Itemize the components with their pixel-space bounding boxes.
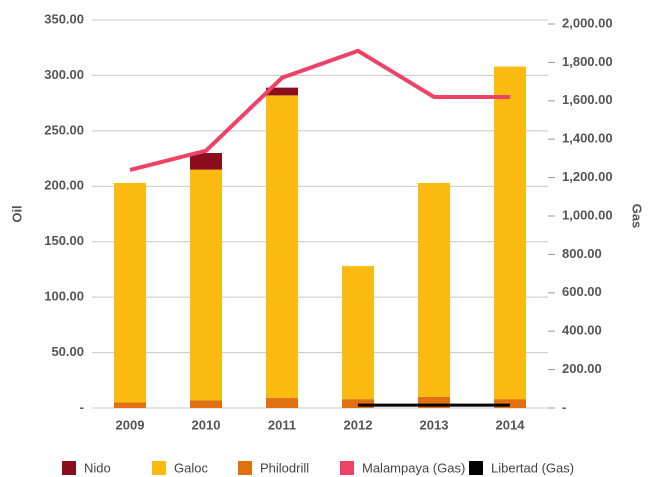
legend-label: Nido bbox=[84, 460, 111, 475]
x-tick-label: 2009 bbox=[116, 417, 145, 432]
bar-segment bbox=[342, 266, 374, 400]
bar-segment bbox=[266, 95, 298, 399]
bar-segment bbox=[190, 153, 222, 170]
y-tick-label: 250.00 bbox=[44, 122, 84, 137]
y2-tick-label: 1,400.00 bbox=[562, 131, 613, 146]
y2-tick-label: 2,000.00 bbox=[562, 15, 613, 30]
y2-tick-label: 800.00 bbox=[562, 246, 602, 261]
bar-segment bbox=[266, 87, 298, 96]
bar-segment bbox=[494, 399, 526, 408]
legend-swatch bbox=[238, 461, 252, 475]
y-axis-label: Oil bbox=[9, 205, 24, 222]
legend-label: Galoc bbox=[174, 460, 208, 475]
y2-tick-label: 600.00 bbox=[562, 284, 602, 299]
x-tick-label: 2012 bbox=[344, 417, 373, 432]
legend-label: Libertad (Gas) bbox=[491, 460, 574, 475]
bar-segment bbox=[494, 66, 526, 400]
y2-tick-label: 200.00 bbox=[562, 361, 602, 376]
x-tick-label: 2014 bbox=[496, 417, 526, 432]
legend-swatch bbox=[62, 461, 76, 475]
legend-swatch bbox=[152, 461, 166, 475]
bar-segment bbox=[418, 182, 450, 397]
bar-segment bbox=[342, 399, 374, 408]
y2-tick-label: 1,200.00 bbox=[562, 169, 613, 184]
bar-segment bbox=[114, 182, 146, 403]
y-tick-label: 300.00 bbox=[44, 67, 84, 82]
y2-tick-label: 1,800.00 bbox=[562, 54, 613, 69]
x-tick-label: 2011 bbox=[268, 417, 296, 432]
y-tick-label: 350.00 bbox=[44, 11, 84, 26]
bar-segment bbox=[190, 169, 222, 401]
y2-tick-label: 400.00 bbox=[562, 323, 602, 338]
bar-segment bbox=[114, 402, 146, 408]
y-tick-label: 200.00 bbox=[44, 178, 84, 193]
y-tick-label: 50.00 bbox=[51, 344, 84, 359]
y-tick-label: 150.00 bbox=[44, 233, 84, 248]
x-tick-label: 2013 bbox=[420, 417, 449, 432]
legend-label: Malampaya (Gas) bbox=[362, 460, 465, 475]
y2-tick-label: - bbox=[562, 399, 566, 414]
bar-segment bbox=[190, 400, 222, 408]
legend-swatch bbox=[469, 461, 483, 475]
y2-tick-label: 1,600.00 bbox=[562, 92, 613, 107]
y-tick-label: 100.00 bbox=[44, 289, 84, 304]
legend-label: Philodrill bbox=[260, 460, 309, 475]
y2-tick-label: 1,000.00 bbox=[562, 207, 613, 222]
y-tick-label: - bbox=[80, 399, 84, 414]
line bbox=[129, 48, 510, 172]
legend-swatch bbox=[340, 461, 354, 475]
bar-segment bbox=[418, 396, 450, 408]
bar-segment bbox=[266, 398, 298, 408]
y2-axis-label: Gas bbox=[630, 204, 645, 229]
x-tick-label: 2010 bbox=[192, 417, 221, 432]
